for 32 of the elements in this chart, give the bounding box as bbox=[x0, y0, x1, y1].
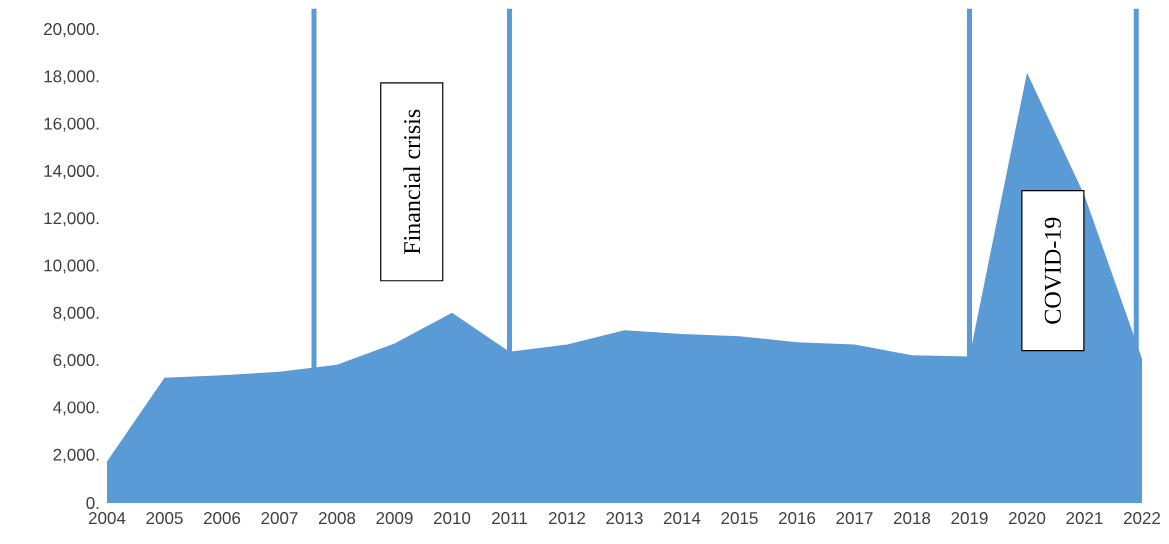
x-tick-label: 2020 bbox=[1008, 512, 1046, 525]
x-tick-label: 2013 bbox=[606, 512, 643, 525]
y-tick-label: 2,000. bbox=[53, 448, 99, 463]
x-tick-label: 2016 bbox=[778, 512, 816, 525]
y-tick-label: 18,000. bbox=[44, 70, 99, 85]
y-tick-label: 0. bbox=[86, 496, 99, 509]
x-tick-label: 2011 bbox=[492, 512, 527, 525]
x-tick-label: 2009 bbox=[376, 512, 413, 525]
x-tick-label: 2005 bbox=[146, 512, 183, 525]
y-tick-label: 14,000. bbox=[44, 164, 99, 179]
y-tick-label: 12,000. bbox=[44, 212, 99, 227]
x-tick-label: 2014 bbox=[663, 512, 701, 525]
y-tick-label: 16,000. bbox=[44, 117, 99, 132]
x-tick-label: 2010 bbox=[433, 512, 471, 525]
y-tick-label: 4,000. bbox=[53, 401, 99, 416]
y-tick-label: 10,000. bbox=[44, 259, 99, 274]
x-tick-label: 2019 bbox=[951, 512, 988, 525]
x-tick-label: 2007 bbox=[261, 512, 298, 525]
y-tick-label: 8,000. bbox=[53, 306, 99, 321]
annotation: COVID-19 bbox=[1044, 217, 1062, 324]
annotation: Financial crisis bbox=[403, 109, 421, 255]
x-tick-label: 2018 bbox=[893, 512, 931, 525]
x-tick-label: 2012 bbox=[548, 512, 586, 525]
x-tick-label: 2017 bbox=[836, 512, 873, 525]
x-tick-label: 2015 bbox=[721, 512, 758, 525]
x-tick-label: 2022 bbox=[1123, 512, 1161, 525]
x-tick-label: 2004 bbox=[88, 512, 126, 525]
x-tick-label: 2021 bbox=[1066, 512, 1103, 525]
x-tick-label: 2008 bbox=[318, 512, 356, 525]
y-tick-label: 6,000. bbox=[53, 354, 99, 369]
x-tick-label: 2006 bbox=[203, 512, 241, 525]
y-tick-label: 20,000. bbox=[44, 23, 99, 38]
